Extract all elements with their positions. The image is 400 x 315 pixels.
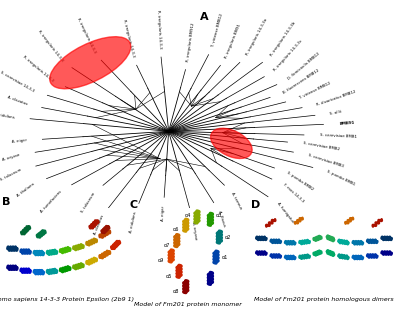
Text: Model of Fm201 protein homologous dimers: Model of Fm201 protein homologous dimers	[254, 297, 394, 302]
Text: A. clavatus: A. clavatus	[93, 215, 104, 236]
Text: A. tumefaciens: A. tumefaciens	[40, 189, 62, 213]
Text: R. divaricatus BMB12: R. divaricatus BMB12	[316, 90, 357, 107]
Text: S. pombe BMB1: S. pombe BMB1	[326, 169, 356, 186]
Text: F. mos 14-3-3: F. mos 14-3-3	[282, 183, 304, 204]
Text: R. irregularis 14-3-3: R. irregularis 14-3-3	[37, 30, 64, 63]
Text: A. nidulans: A. nidulans	[0, 112, 15, 119]
Text: A: A	[200, 12, 209, 22]
Text: R. irregularis BM912: R. irregularis BM912	[186, 22, 195, 62]
Text: R. irregularis 14-3-3: R. irregularis 14-3-3	[76, 17, 96, 54]
Ellipse shape	[50, 37, 131, 89]
Text: D. firmicaulis BMB12: D. firmicaulis BMB12	[288, 52, 321, 81]
Text: R. irregularis 14-3-3b: R. irregularis 14-3-3b	[270, 21, 297, 57]
Text: R. irregularis 14-3-3: R. irregularis 14-3-3	[22, 55, 55, 83]
Text: Model of Fm201 protein monomer: Model of Fm201 protein monomer	[134, 302, 242, 307]
Text: B. fluorescens BMB12: B. fluorescens BMB12	[282, 68, 320, 95]
Text: S. pombe BMB2: S. pombe BMB2	[286, 171, 314, 192]
Text: α7: α7	[164, 243, 170, 248]
Text: BMB91: BMB91	[339, 120, 354, 126]
Text: A. fumigatus: A. fumigatus	[276, 202, 294, 224]
Text: α8: α8	[172, 289, 179, 294]
Text: R. irregularis 14-3-3: R. irregularis 14-3-3	[156, 10, 162, 49]
Text: α2: α2	[225, 235, 232, 239]
Text: D: D	[250, 200, 260, 210]
Text: S. cerevisiae 14-3-3: S. cerevisiae 14-3-3	[0, 70, 35, 93]
Text: R. irregularis 14-3-3c: R. irregularis 14-3-3c	[273, 39, 304, 72]
Text: T. viriense BMB12: T. viriense BMB12	[211, 13, 224, 47]
Text: S. allii: S. allii	[330, 109, 342, 116]
Text: A. flavus: A. flavus	[217, 210, 226, 227]
Text: R. irregularis 14-3-3: R. irregularis 14-3-3	[122, 19, 135, 58]
Text: α4: α4	[185, 213, 191, 218]
Text: A. clavatus: A. clavatus	[6, 96, 28, 107]
Text: A. oryzae: A. oryzae	[192, 222, 198, 240]
Text: A. oryzae: A. oryzae	[2, 153, 21, 162]
Text: A. niger: A. niger	[12, 138, 27, 144]
Text: B: B	[2, 197, 10, 207]
Text: R. irregularis BM91: R. irregularis BM91	[224, 23, 242, 59]
Text: S. cerevisiae BMB1: S. cerevisiae BMB1	[320, 133, 357, 139]
Text: A. terreus: A. terreus	[230, 192, 242, 210]
Text: S. tolaceum: S. tolaceum	[0, 168, 23, 182]
Text: S. cerevisiae BMB3: S. cerevisiae BMB3	[308, 153, 344, 168]
Text: A. thaliana: A. thaliana	[16, 182, 35, 198]
Text: R. irregularis 14-3-3a: R. irregularis 14-3-3a	[246, 18, 268, 56]
Text: C: C	[130, 200, 138, 210]
Text: α6: α6	[172, 227, 179, 232]
Text: α5: α5	[166, 273, 172, 278]
Text: Homo sapiens 14-3-3 Protein Epsilon (2b9 1): Homo sapiens 14-3-3 Protein Epsilon (2b9…	[0, 297, 134, 302]
Text: A. nidulans: A. nidulans	[129, 211, 138, 233]
Text: S. tolaceum: S. tolaceum	[81, 191, 96, 213]
Text: A. niger: A. niger	[161, 205, 166, 220]
Text: T. viriense BMB12: T. viriense BMB12	[299, 81, 332, 100]
Text: α3: α3	[216, 213, 222, 218]
Ellipse shape	[210, 128, 252, 158]
Text: α9: α9	[158, 258, 164, 263]
Text: S. cerevisiae BMB2: S. cerevisiae BMB2	[303, 141, 340, 152]
Text: α1: α1	[222, 255, 228, 260]
